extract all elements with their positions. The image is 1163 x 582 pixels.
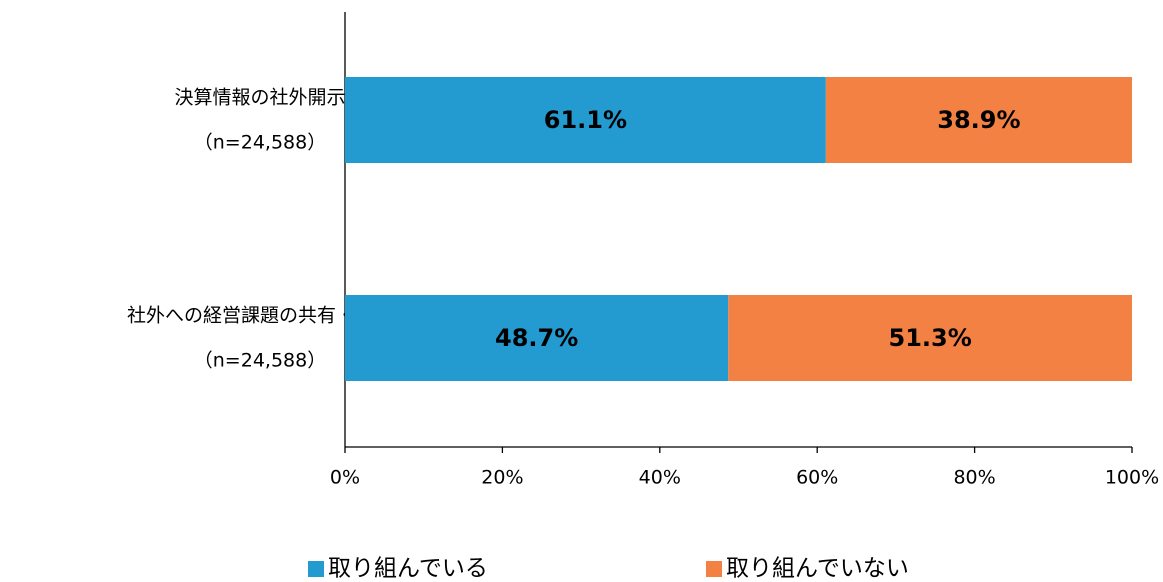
- bar-segment: [345, 77, 826, 163]
- bar-segment: [728, 295, 1132, 381]
- category-label: （n=24,588）: [194, 350, 326, 372]
- x-tick-label: 100%: [1105, 467, 1159, 489]
- x-tick-label: 0%: [330, 467, 360, 489]
- category-label: （n=24,588）: [194, 132, 326, 154]
- value-label: 38.9%: [937, 106, 1020, 134]
- x-tick-label: 60%: [796, 467, 838, 489]
- value-label: 48.7%: [495, 324, 578, 352]
- category-label: 決算情報の社外開示: [174, 87, 345, 109]
- x-tick-label: 40%: [639, 467, 681, 489]
- legend-swatch: [308, 561, 324, 577]
- bar-segment: [825, 77, 1132, 163]
- x-tick-label: 20%: [481, 467, 523, 489]
- bar-segment: [345, 295, 729, 381]
- x-tick-label: 80%: [953, 467, 995, 489]
- value-label: 61.1%: [544, 106, 627, 134]
- legend-swatch: [706, 561, 722, 577]
- category-label: 社外への経営課題の共有・相談: [127, 305, 393, 327]
- legend-label: 取り組んでいない: [726, 556, 909, 582]
- value-label: 51.3%: [889, 324, 972, 352]
- legend-label: 取り組んでいる: [328, 556, 488, 582]
